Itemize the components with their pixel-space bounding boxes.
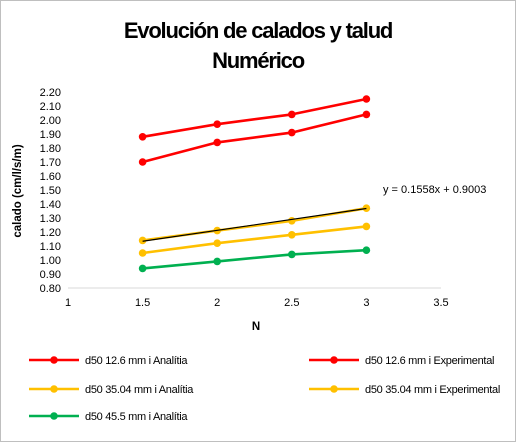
legend-swatch-marker-0 [50,356,58,364]
x-tick-label: 1 [65,297,71,309]
series-4-point [288,250,296,259]
series-4-point [213,257,221,266]
series-0-point [213,120,221,128]
y-tick-label: 1.80 [40,143,61,155]
series-3-point [288,231,296,239]
series-line-3 [142,225,367,255]
y-tick-label: 1.70 [40,157,61,169]
series-line-1 [142,113,367,164]
y-tick-label: 2.00 [40,115,61,127]
legend-swatch-marker-3 [330,385,338,393]
series-1-point [213,138,221,147]
series-line-4 [142,248,367,270]
legend-label-4: d50 45.5 mm i Analítia [85,411,188,423]
y-tick-label: 1.20 [40,227,61,239]
x-tick-label: 1.5 [135,297,150,309]
legend-label-3: d50 35.04 mm i Experimental [365,384,500,396]
series-0-point [362,95,371,103]
y-axis-label: calado (cm/l/s/m) [12,144,24,237]
legend-swatch-marker-1 [330,356,338,364]
x-axis-label: N [252,321,260,333]
x-tick-label: 2 [214,297,220,309]
legend-label-2: d50 35.04 mm i Analítia [85,384,194,396]
y-tick-label: 1.00 [40,255,61,267]
series-2-point [362,204,371,212]
y-tick-label: 1.10 [40,241,61,253]
series-1-point [138,158,147,166]
series-line-0 [142,97,367,139]
trendline-equation: y = 0.1558x + 0.9003 [383,184,486,196]
legend-swatch-marker-2 [50,385,58,393]
y-tick-labels: 0.80 0.90 1.00 1.10 1.20 1.30 1.40 1.50 1.60 1.70… [40,87,61,295]
chart-title-line-1: Evolución de calados y talud [124,18,392,43]
x-tick-labels: 1 1.5 2 2.5 3 3.5 [65,297,449,309]
x-tick-label: 2.5 [284,297,299,309]
trendline [142,207,367,242]
series-4-point [138,264,147,273]
y-tick-label: 0.80 [40,283,61,295]
legend-label-0: d50 12.6 mm i Analítia [85,355,188,367]
series-0-point [288,110,296,119]
series-3-point [362,222,371,231]
y-tick-label: 2.10 [40,101,61,113]
x-tick-label: 3 [363,297,369,309]
legend: d50 12.6 mm i Analítia d50 12.6 mm i Expe… [29,355,500,423]
series-4-point [362,246,371,254]
series-3-point [138,249,147,257]
y-tick-label: 1.40 [40,199,61,211]
series-0-point [138,133,147,141]
y-tick-label: 1.60 [40,171,61,183]
y-tick-label: 0.90 [40,269,61,281]
series-1-point [288,128,296,137]
series-2-point [138,236,147,245]
series-3-point [213,239,221,247]
legend-swatch-marker-4 [50,412,58,420]
x-tick-label: 3.5 [433,297,448,309]
legend-label-1: d50 12.6 mm i Experimental [365,355,494,367]
y-tick-label: 1.90 [40,129,61,141]
chart-title-line-2: Numérico [212,48,305,73]
plot-area [138,95,371,273]
y-tick-label: 2.20 [40,87,61,99]
y-tick-label: 1.30 [40,213,61,225]
y-tick-label: 1.50 [40,185,61,197]
series-1-point [362,110,371,119]
series-2-point [288,217,296,225]
